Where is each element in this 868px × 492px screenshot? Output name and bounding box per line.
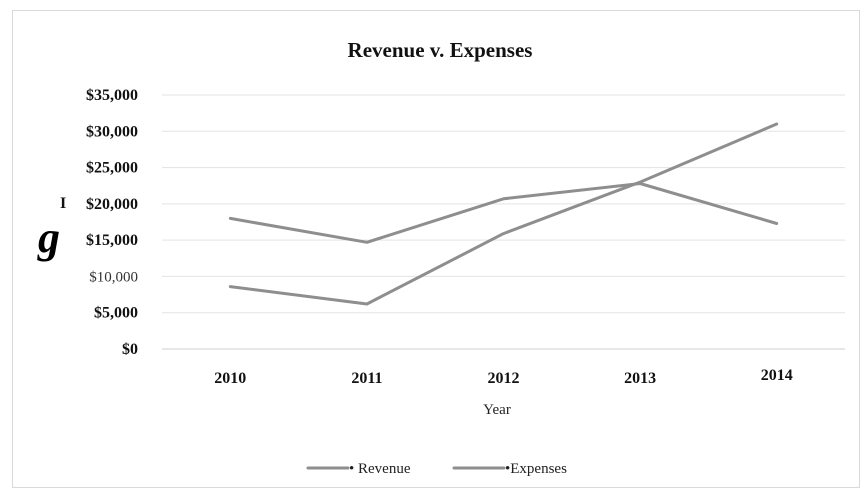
y-tick-label: $0: [122, 341, 138, 358]
y-tick-label: $35,000: [86, 87, 138, 104]
x-axis-ticks: 2010 2011 2012 2013 2014: [214, 367, 792, 387]
y-tick-label: $30,000: [86, 123, 138, 140]
chart-frame: [12, 10, 860, 488]
stray-i-mark: I: [60, 195, 66, 212]
series-lines: [228, 122, 779, 306]
y-tick-label: $15,000: [86, 232, 138, 249]
gridlines: [162, 94, 845, 350]
x-axis-label: Year: [483, 402, 511, 418]
legend: • Revenue •Expenses: [306, 461, 567, 477]
x-tick-label: 2011: [351, 370, 382, 387]
y-tick-label: $10,000: [89, 269, 138, 285]
y-tick-label: $5,000: [94, 305, 138, 322]
x-tick-label: 2014: [761, 367, 793, 384]
legend-label: • Revenue: [349, 461, 411, 477]
y-tick-label: $20,000: [86, 196, 138, 213]
chart-title: Revenue v. Expenses: [348, 38, 533, 62]
y-tick-label: $25,000: [86, 160, 138, 177]
x-tick-label: 2010: [214, 370, 246, 387]
series-line-expenses: [228, 122, 779, 306]
x-tick-label: 2012: [488, 370, 520, 387]
legend-label: •Expenses: [505, 461, 567, 477]
stray-g-mark: g: [37, 213, 60, 262]
x-tick-label: 2013: [624, 370, 656, 387]
y-axis-ticks: $0 $5,000 $10,000 $15,000 $20,000 $25,000 $30,…: [86, 87, 138, 358]
